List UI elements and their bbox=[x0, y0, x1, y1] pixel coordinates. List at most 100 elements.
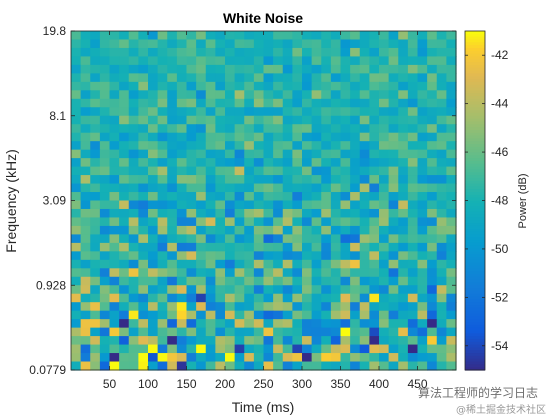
heatmap-cell bbox=[311, 158, 322, 168]
heatmap-cell bbox=[80, 107, 91, 117]
heatmap-cell bbox=[196, 175, 207, 185]
heatmap-cell bbox=[427, 47, 438, 58]
heatmap-cell bbox=[148, 276, 159, 286]
heatmap-cell bbox=[167, 200, 178, 210]
heatmap-cell bbox=[234, 107, 245, 117]
heatmap-cell bbox=[330, 64, 342, 74]
heatmap-cell bbox=[407, 234, 419, 244]
heatmap-cell bbox=[350, 141, 361, 151]
heatmap-cell bbox=[282, 149, 293, 159]
heatmap-cell bbox=[234, 200, 245, 210]
heatmap-cell bbox=[417, 175, 428, 185]
heatmap-cell bbox=[379, 217, 390, 227]
heatmap-cell bbox=[369, 98, 380, 108]
heatmap-cell bbox=[148, 107, 159, 117]
heatmap-cell bbox=[446, 183, 457, 193]
heatmap-cell bbox=[205, 276, 216, 286]
colorbar-swatch bbox=[465, 118, 485, 123]
heatmap-cell bbox=[282, 183, 293, 193]
heatmap-cell bbox=[330, 31, 342, 41]
heatmap-cell bbox=[196, 302, 207, 312]
heatmap-cell bbox=[71, 208, 82, 219]
heatmap-cell bbox=[138, 259, 149, 269]
heatmap-cell bbox=[359, 158, 370, 168]
heatmap-cell bbox=[205, 31, 216, 41]
heatmap-cell bbox=[138, 158, 149, 168]
heatmap-cell bbox=[302, 225, 313, 235]
heatmap-cell bbox=[205, 327, 216, 337]
heatmap-cell bbox=[99, 344, 111, 354]
heatmap-cell bbox=[311, 98, 322, 108]
heatmap-cell bbox=[436, 344, 447, 354]
heatmap-cell bbox=[436, 285, 447, 295]
heatmap-cell bbox=[148, 293, 159, 303]
heatmap-cell bbox=[109, 242, 120, 252]
heatmap-cell bbox=[71, 302, 82, 312]
colorbar-swatch bbox=[465, 127, 485, 131]
heatmap-cell bbox=[80, 200, 91, 210]
heatmap-cell bbox=[282, 47, 293, 58]
heatmap-cell bbox=[330, 293, 342, 303]
heatmap-cell bbox=[321, 200, 332, 210]
heatmap-cell bbox=[167, 124, 178, 134]
colorbar-swatch bbox=[465, 324, 485, 329]
heatmap-cell bbox=[80, 225, 91, 235]
colorbar-swatch bbox=[465, 189, 485, 193]
heatmap-cell bbox=[253, 98, 265, 108]
heatmap-cell bbox=[128, 217, 139, 227]
heatmap-cell bbox=[109, 208, 120, 219]
colorbar-swatch bbox=[465, 79, 485, 83]
heatmap-cell bbox=[128, 276, 139, 286]
heatmap-cell bbox=[436, 132, 447, 142]
colorbar-swatch bbox=[465, 180, 485, 185]
heatmap-cell bbox=[119, 225, 130, 235]
heatmap-cell bbox=[138, 90, 149, 100]
heatmap-cell bbox=[128, 149, 139, 159]
heatmap-cell bbox=[398, 327, 409, 337]
heatmap-cell bbox=[311, 47, 322, 58]
heatmap-cell bbox=[186, 251, 197, 261]
heatmap-cell bbox=[302, 31, 313, 41]
heatmap-cell bbox=[321, 344, 332, 354]
heatmap-cell bbox=[253, 225, 265, 235]
heatmap-cell bbox=[350, 293, 361, 303]
heatmap-cell bbox=[407, 353, 419, 363]
heatmap-cell bbox=[119, 64, 130, 74]
heatmap-cell bbox=[263, 39, 274, 49]
heatmap-cell bbox=[436, 124, 447, 134]
heatmap-cell bbox=[196, 353, 207, 363]
heatmap-cell bbox=[215, 115, 226, 125]
heatmap-cell bbox=[302, 64, 313, 74]
heatmap-cell bbox=[436, 310, 447, 320]
heatmap-cell bbox=[321, 90, 332, 100]
heatmap-cell bbox=[350, 242, 361, 252]
heatmap-cell bbox=[388, 225, 399, 235]
heatmap-cell bbox=[379, 353, 390, 363]
heatmap-cell bbox=[379, 64, 390, 74]
colorbar-swatch bbox=[465, 206, 485, 210]
heatmap-cell bbox=[196, 293, 207, 303]
heatmap-cell bbox=[119, 336, 130, 346]
heatmap-cell bbox=[71, 336, 82, 346]
heatmap-cell bbox=[80, 259, 91, 269]
heatmap-cell bbox=[359, 73, 370, 83]
heatmap-cell bbox=[109, 310, 120, 320]
heatmap-cell bbox=[302, 39, 313, 49]
heatmap-cell bbox=[205, 200, 216, 210]
heatmap-cell bbox=[427, 39, 438, 49]
heatmap-cell bbox=[186, 192, 197, 202]
heatmap-cell bbox=[244, 90, 255, 100]
heatmap-cell bbox=[225, 158, 236, 168]
heatmap-cell bbox=[340, 302, 351, 312]
heatmap-cell bbox=[446, 39, 457, 49]
heatmap-cell bbox=[225, 293, 236, 303]
heatmap-cell bbox=[205, 56, 216, 66]
heatmap-cell bbox=[215, 39, 226, 49]
heatmap-cell bbox=[263, 31, 274, 41]
colorbar-label: Power (dB) bbox=[517, 173, 529, 228]
colorbar-swatch bbox=[465, 166, 485, 171]
heatmap-cell bbox=[350, 217, 361, 227]
heatmap-cell bbox=[205, 242, 216, 252]
heatmap-cell bbox=[340, 293, 351, 303]
heatmap-cell bbox=[321, 319, 332, 329]
